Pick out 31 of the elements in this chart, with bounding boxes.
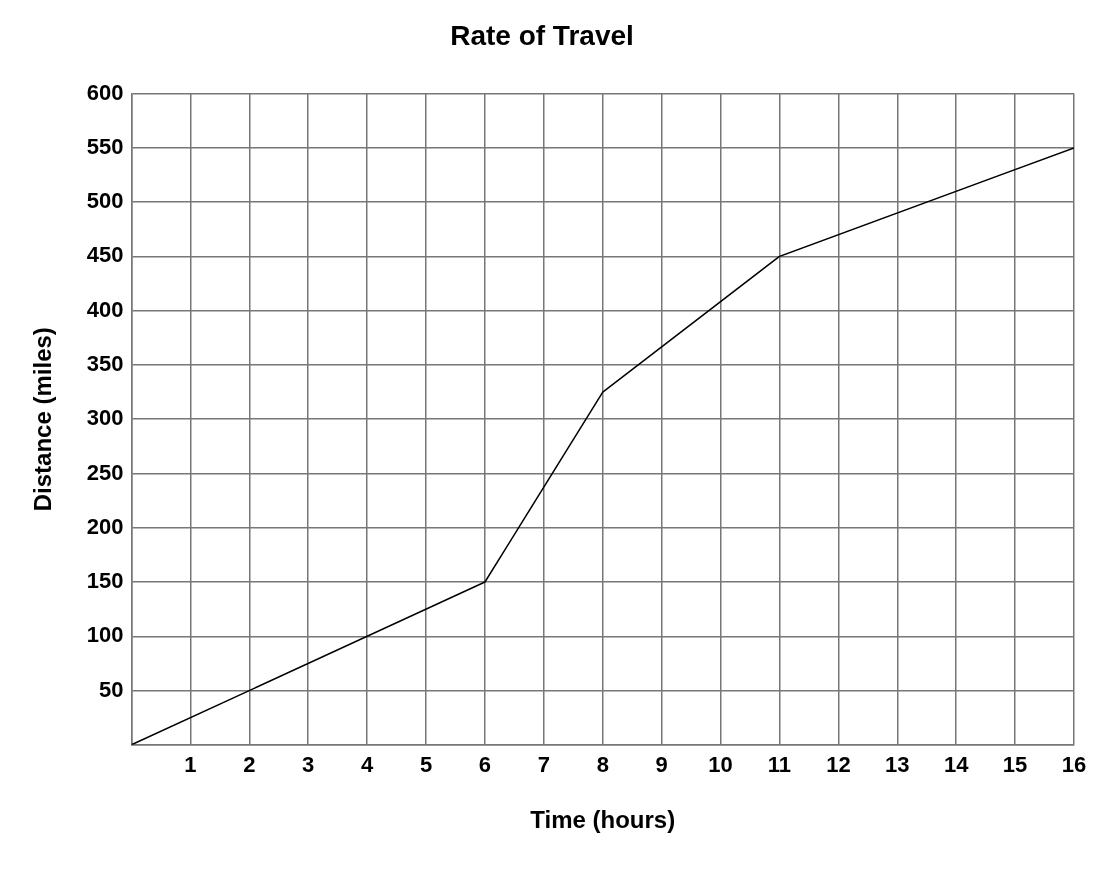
y-tick-label: 400 <box>86 296 124 322</box>
x-tick-label: 16 <box>1061 752 1087 778</box>
y-axis-title: Distance (miles) <box>29 327 57 512</box>
x-tick-label: 2 <box>243 752 256 778</box>
x-tick-label: 12 <box>826 752 851 778</box>
x-tick-label: 11 <box>767 752 792 778</box>
y-tick-label: 500 <box>86 188 124 214</box>
x-tick-label: 3 <box>302 752 315 778</box>
y-tick-label: 300 <box>86 405 124 431</box>
y-tick-label: 450 <box>86 242 124 268</box>
x-tick-label: 7 <box>537 752 550 778</box>
x-tick-label: 13 <box>885 752 910 778</box>
x-tick-label: 1 <box>184 752 197 778</box>
x-tick-label: 14 <box>943 752 970 778</box>
x-axis-title: Time (hours) <box>530 806 676 834</box>
x-tick-label: 15 <box>1002 752 1028 778</box>
x-tick-label: 10 <box>708 752 733 778</box>
y-tick-label: 200 <box>86 513 124 539</box>
x-tick-label: 6 <box>478 752 492 778</box>
y-tick-label: 150 <box>86 568 124 594</box>
y-tick-label: 550 <box>86 133 124 159</box>
y-tick-label: 100 <box>86 622 124 648</box>
x-tick-label: 5 <box>419 752 433 778</box>
x-tick-label: 9 <box>655 752 668 778</box>
x-tick-label: 8 <box>596 752 609 778</box>
y-tick-label: 350 <box>86 351 124 376</box>
chart-title: Rate of Travel <box>450 19 634 51</box>
y-tick-label: 600 <box>86 79 124 105</box>
x-tick-label: 4 <box>361 752 374 778</box>
y-tick-label: 50 <box>99 676 124 702</box>
y-tick-label: 250 <box>86 459 124 485</box>
